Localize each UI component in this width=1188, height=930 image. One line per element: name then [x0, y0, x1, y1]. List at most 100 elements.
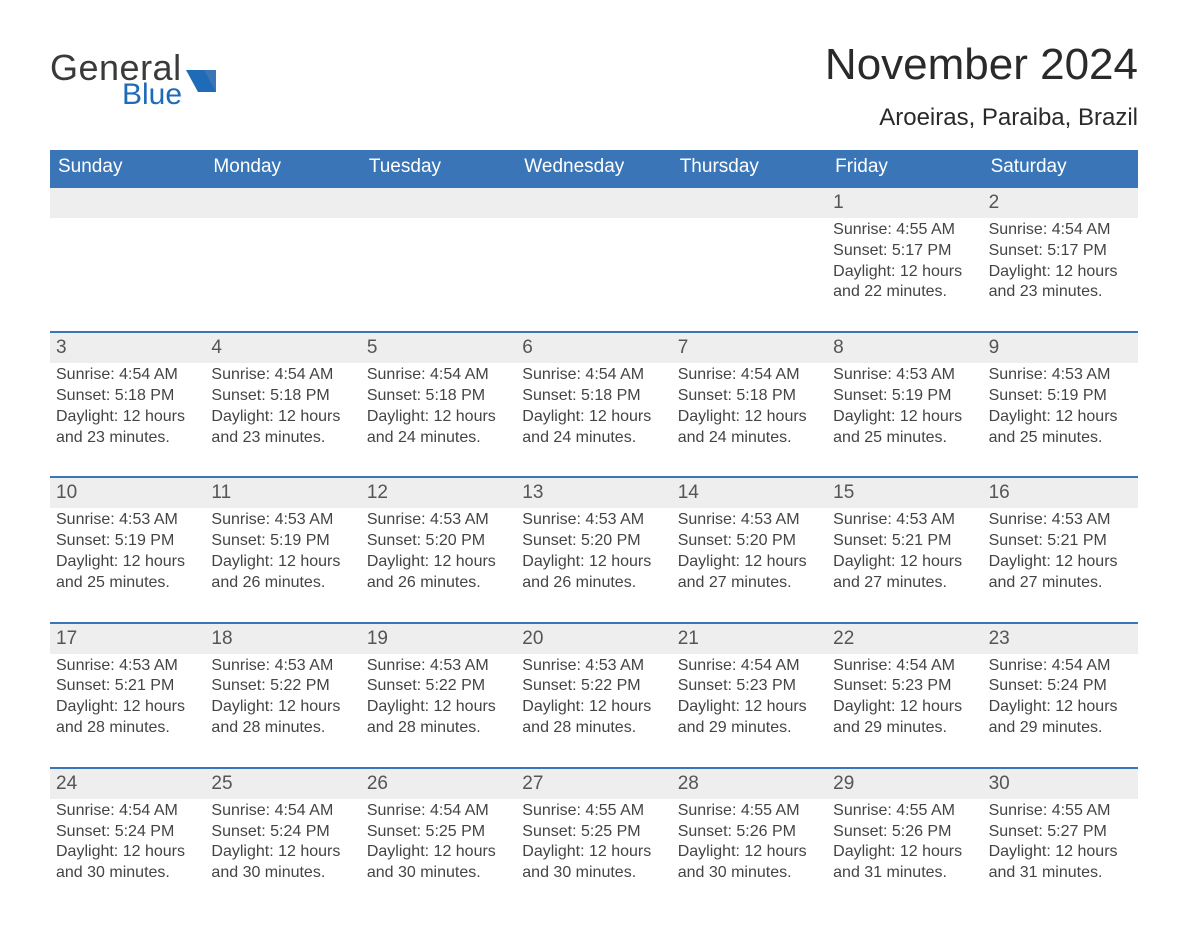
sunset-line: Sunset: 5:18 PM	[211, 386, 352, 407]
day-number: 13	[516, 478, 671, 508]
daylight-line: Daylight: 12 hours and 27 minutes.	[678, 552, 819, 594]
daylight-line: Daylight: 12 hours and 25 minutes.	[989, 407, 1130, 449]
sunset-line: Sunset: 5:17 PM	[833, 241, 974, 262]
sunset-line: Sunset: 5:22 PM	[211, 676, 352, 697]
sunrise-line: Sunrise: 4:54 AM	[56, 365, 197, 386]
sunrise-line: Sunrise: 4:53 AM	[678, 510, 819, 531]
sunset-line: Sunset: 5:27 PM	[989, 822, 1130, 843]
day-number: 10	[50, 478, 205, 508]
sunrise-line: Sunrise: 4:53 AM	[211, 510, 352, 531]
day-cell: Sunrise: 4:55 AMSunset: 5:17 PMDaylight:…	[827, 218, 982, 309]
sunrise-line: Sunrise: 4:55 AM	[989, 801, 1130, 822]
day-number: 2	[983, 188, 1138, 218]
day-number: 28	[672, 769, 827, 799]
title-block: November 2024 Aroeiras, Paraiba, Brazil	[825, 40, 1138, 132]
sunset-line: Sunset: 5:23 PM	[678, 676, 819, 697]
weekday-header: Saturday	[983, 150, 1138, 186]
daylight-line: Daylight: 12 hours and 25 minutes.	[833, 407, 974, 449]
day-cell: Sunrise: 4:53 AMSunset: 5:22 PMDaylight:…	[361, 654, 516, 745]
daylight-line: Daylight: 12 hours and 31 minutes.	[989, 842, 1130, 884]
day-cell	[516, 218, 671, 309]
day-number: 6	[516, 333, 671, 363]
day-cell: Sunrise: 4:53 AMSunset: 5:22 PMDaylight:…	[516, 654, 671, 745]
daylight-line: Daylight: 12 hours and 27 minutes.	[833, 552, 974, 594]
day-number: 3	[50, 333, 205, 363]
sunset-line: Sunset: 5:19 PM	[56, 531, 197, 552]
day-cell: Sunrise: 4:54 AMSunset: 5:18 PMDaylight:…	[361, 363, 516, 454]
sunset-line: Sunset: 5:19 PM	[833, 386, 974, 407]
sunrise-line: Sunrise: 4:55 AM	[678, 801, 819, 822]
weekday-header: Tuesday	[361, 150, 516, 186]
sunset-line: Sunset: 5:21 PM	[989, 531, 1130, 552]
daylight-line: Daylight: 12 hours and 24 minutes.	[522, 407, 663, 449]
sunrise-line: Sunrise: 4:54 AM	[522, 365, 663, 386]
sunset-line: Sunset: 5:19 PM	[211, 531, 352, 552]
day-number: 23	[983, 624, 1138, 654]
sunrise-line: Sunrise: 4:55 AM	[522, 801, 663, 822]
weekday-header: Wednesday	[516, 150, 671, 186]
day-cell: Sunrise: 4:54 AMSunset: 5:17 PMDaylight:…	[983, 218, 1138, 309]
sunset-line: Sunset: 5:23 PM	[833, 676, 974, 697]
day-cell: Sunrise: 4:53 AMSunset: 5:20 PMDaylight:…	[516, 508, 671, 599]
location: Aroeiras, Paraiba, Brazil	[825, 104, 1138, 132]
day-number: 18	[205, 624, 360, 654]
daylight-line: Daylight: 12 hours and 26 minutes.	[211, 552, 352, 594]
day-number	[205, 188, 360, 218]
day-number: 25	[205, 769, 360, 799]
daylight-line: Daylight: 12 hours and 29 minutes.	[833, 697, 974, 739]
day-cell: Sunrise: 4:55 AMSunset: 5:26 PMDaylight:…	[827, 799, 982, 890]
weekday-header: Monday	[205, 150, 360, 186]
daynum-band: 17181920212223	[50, 624, 1138, 654]
sunset-line: Sunset: 5:24 PM	[989, 676, 1130, 697]
weekday-header: Thursday	[672, 150, 827, 186]
sunset-line: Sunset: 5:21 PM	[833, 531, 974, 552]
daylight-line: Daylight: 12 hours and 26 minutes.	[522, 552, 663, 594]
daylight-line: Daylight: 12 hours and 24 minutes.	[678, 407, 819, 449]
day-cell: Sunrise: 4:53 AMSunset: 5:19 PMDaylight:…	[983, 363, 1138, 454]
sunrise-line: Sunrise: 4:54 AM	[678, 656, 819, 677]
sunrise-line: Sunrise: 4:54 AM	[678, 365, 819, 386]
day-number: 11	[205, 478, 360, 508]
day-cell: Sunrise: 4:54 AMSunset: 5:24 PMDaylight:…	[50, 799, 205, 890]
day-cell	[672, 218, 827, 309]
daylight-line: Daylight: 12 hours and 29 minutes.	[989, 697, 1130, 739]
sunrise-line: Sunrise: 4:54 AM	[989, 656, 1130, 677]
sunset-line: Sunset: 5:20 PM	[367, 531, 508, 552]
day-cell: Sunrise: 4:53 AMSunset: 5:20 PMDaylight:…	[361, 508, 516, 599]
sunset-line: Sunset: 5:17 PM	[989, 241, 1130, 262]
day-number: 27	[516, 769, 671, 799]
sunrise-line: Sunrise: 4:53 AM	[56, 656, 197, 677]
weekday-header-row: SundayMondayTuesdayWednesdayThursdayFrid…	[50, 150, 1138, 186]
day-number: 12	[361, 478, 516, 508]
daylight-line: Daylight: 12 hours and 28 minutes.	[56, 697, 197, 739]
daylight-line: Daylight: 12 hours and 28 minutes.	[211, 697, 352, 739]
logo-line2: Blue	[122, 80, 182, 110]
day-cell: Sunrise: 4:55 AMSunset: 5:26 PMDaylight:…	[672, 799, 827, 890]
weeks-container: 12Sunrise: 4:55 AMSunset: 5:17 PMDayligh…	[50, 186, 1138, 890]
day-number: 14	[672, 478, 827, 508]
sunrise-line: Sunrise: 4:53 AM	[833, 510, 974, 531]
logo: General Blue	[50, 50, 216, 110]
sunrise-line: Sunrise: 4:54 AM	[833, 656, 974, 677]
day-cell: Sunrise: 4:53 AMSunset: 5:19 PMDaylight:…	[205, 508, 360, 599]
daylight-line: Daylight: 12 hours and 22 minutes.	[833, 262, 974, 304]
daylight-line: Daylight: 12 hours and 30 minutes.	[678, 842, 819, 884]
sunset-line: Sunset: 5:25 PM	[367, 822, 508, 843]
daynum-band: 24252627282930	[50, 769, 1138, 799]
logo-text: General Blue	[50, 50, 182, 110]
day-number: 7	[672, 333, 827, 363]
sunrise-line: Sunrise: 4:54 AM	[367, 365, 508, 386]
day-number: 26	[361, 769, 516, 799]
week-row: 24252627282930Sunrise: 4:54 AMSunset: 5:…	[50, 767, 1138, 890]
sunrise-line: Sunrise: 4:53 AM	[367, 510, 508, 531]
day-cell: Sunrise: 4:53 AMSunset: 5:21 PMDaylight:…	[50, 654, 205, 745]
sunset-line: Sunset: 5:24 PM	[56, 822, 197, 843]
day-number: 4	[205, 333, 360, 363]
sunrise-line: Sunrise: 4:53 AM	[211, 656, 352, 677]
day-cell: Sunrise: 4:55 AMSunset: 5:25 PMDaylight:…	[516, 799, 671, 890]
week-row: 17181920212223Sunrise: 4:53 AMSunset: 5:…	[50, 622, 1138, 745]
day-cell: Sunrise: 4:54 AMSunset: 5:24 PMDaylight:…	[205, 799, 360, 890]
sunrise-line: Sunrise: 4:53 AM	[522, 656, 663, 677]
sunrise-line: Sunrise: 4:53 AM	[833, 365, 974, 386]
sunset-line: Sunset: 5:20 PM	[522, 531, 663, 552]
